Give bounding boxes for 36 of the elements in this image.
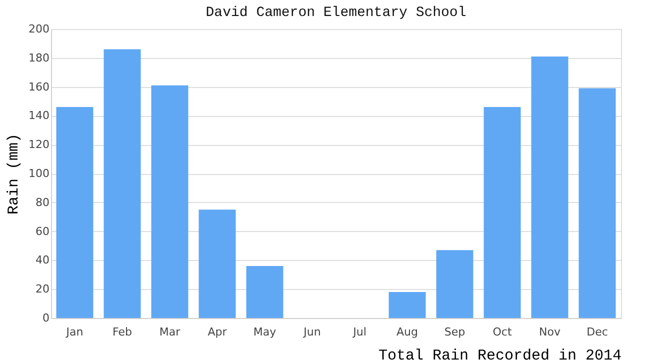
bar — [246, 266, 284, 318]
y-axis-title: Rain (mm) — [6, 133, 23, 215]
x-tick-label: Apr — [208, 326, 228, 338]
y-tick-label: 60 — [36, 224, 50, 238]
bar — [436, 250, 474, 318]
x-tick-label: Aug — [396, 326, 418, 338]
y-tick-label: 180 — [28, 51, 50, 64]
y-tick-label: 140 — [28, 109, 50, 122]
x-tick-label: Jul — [352, 326, 366, 338]
bar — [56, 107, 94, 318]
y-tick-label: 200 — [28, 22, 50, 36]
y-tick-label: 100 — [28, 167, 50, 180]
y-tick-label: 160 — [28, 80, 50, 94]
bar — [578, 88, 616, 318]
x-tick-label: May — [253, 326, 277, 338]
x-tick-label: Jun — [302, 326, 321, 338]
x-tick-label: Nov — [539, 326, 561, 338]
x-tick-label: Jan — [65, 326, 84, 338]
bar — [198, 210, 236, 318]
bar — [104, 49, 141, 318]
y-tick-label: 120 — [28, 138, 50, 152]
x-tick-label: Oct — [492, 326, 512, 338]
y-tick-label: 40 — [36, 254, 50, 267]
y-tick-label: 20 — [36, 282, 50, 296]
y-tick-label: 0 — [42, 312, 50, 324]
chart-title: David Cameron Elementary School — [206, 5, 466, 21]
x-axis-title: Total Rain Recorded in 2014 — [378, 348, 622, 360]
bar — [531, 56, 568, 318]
x-tick-label: Feb — [112, 326, 132, 338]
y-tick-label: 80 — [36, 196, 50, 209]
bar — [484, 107, 521, 318]
x-tick-label: Mar — [159, 326, 181, 338]
bar — [151, 85, 188, 318]
x-tick-label: Dec — [586, 326, 608, 338]
x-tick-label: Sep — [444, 326, 466, 338]
bar — [388, 292, 426, 318]
